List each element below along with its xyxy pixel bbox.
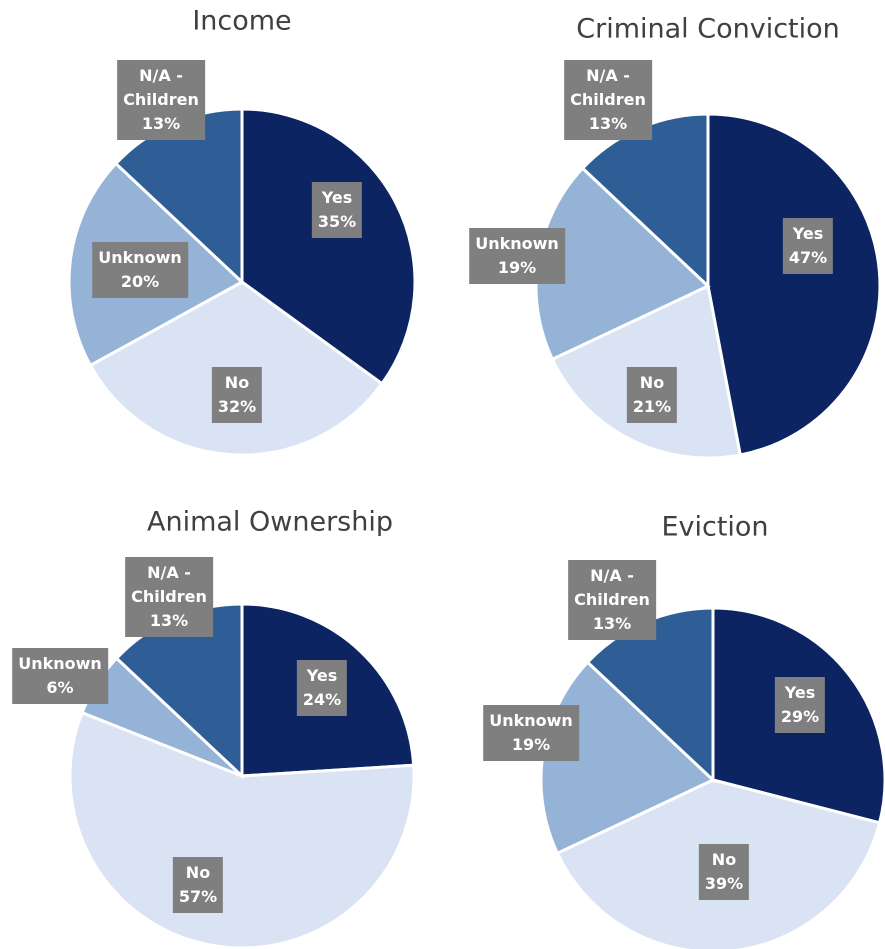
chart-title: Criminal Conviction bbox=[576, 14, 840, 45]
label-category: N/A - Children bbox=[123, 66, 199, 109]
data-label: N/A - Children 13% bbox=[568, 560, 656, 640]
label-category: No bbox=[639, 373, 665, 392]
data-label: Yes 47% bbox=[782, 218, 834, 274]
label-category: N/A - Children bbox=[570, 66, 646, 109]
label-category: Unknown bbox=[475, 234, 559, 253]
label-value: 20% bbox=[120, 272, 160, 291]
label-category: Yes bbox=[321, 188, 353, 207]
chart-title: Income bbox=[192, 6, 291, 37]
label-category: N/A - Children bbox=[574, 566, 650, 609]
chart-title: Animal Ownership bbox=[147, 507, 393, 538]
label-value: 13% bbox=[588, 114, 628, 133]
label-category: Yes bbox=[306, 666, 338, 685]
label-value: 13% bbox=[149, 611, 189, 630]
data-label: N/A - Children 13% bbox=[117, 60, 205, 140]
pie-slice bbox=[240, 107, 417, 386]
label-category: Unknown bbox=[489, 711, 573, 730]
chart-title: Eviction bbox=[661, 512, 768, 543]
label-category: Unknown bbox=[18, 654, 102, 673]
data-label: N/A - Children 13% bbox=[564, 60, 652, 140]
data-label: N/A - Children 13% bbox=[125, 557, 213, 637]
label-value: 13% bbox=[141, 114, 181, 133]
label-category: No bbox=[224, 373, 250, 392]
label-value: 19% bbox=[511, 735, 551, 754]
pie-slice bbox=[706, 112, 882, 457]
label-category: Yes bbox=[784, 683, 816, 702]
label-value: 29% bbox=[780, 707, 820, 726]
data-label: No 57% bbox=[172, 857, 224, 913]
data-label: No 32% bbox=[211, 367, 263, 423]
label-category: Unknown bbox=[98, 248, 182, 267]
pie-slice bbox=[68, 710, 416, 949]
label-value: 32% bbox=[217, 397, 257, 416]
label-value: 35% bbox=[317, 212, 357, 231]
label-value: 13% bbox=[592, 614, 632, 633]
label-value: 47% bbox=[788, 248, 828, 267]
label-value: 24% bbox=[302, 690, 342, 709]
data-label: Yes 35% bbox=[311, 182, 363, 238]
data-label: Unknown 6% bbox=[12, 648, 108, 704]
label-value: 19% bbox=[497, 258, 537, 277]
label-value: 6% bbox=[46, 678, 74, 697]
label-category: No bbox=[185, 863, 211, 882]
label-category: No bbox=[711, 850, 737, 869]
data-label: No 21% bbox=[626, 367, 678, 423]
data-label: Yes 29% bbox=[774, 677, 826, 733]
label-value: 21% bbox=[632, 397, 672, 416]
data-label: Unknown 19% bbox=[469, 228, 565, 284]
data-label: Unknown 19% bbox=[483, 705, 579, 761]
data-label: Yes 24% bbox=[296, 660, 348, 716]
data-label: Unknown 20% bbox=[92, 242, 188, 298]
data-label: No 39% bbox=[698, 844, 750, 900]
label-value: 57% bbox=[178, 887, 218, 906]
label-value: 39% bbox=[704, 874, 744, 893]
label-category: Yes bbox=[792, 224, 824, 243]
label-category: N/A - Children bbox=[131, 563, 207, 606]
